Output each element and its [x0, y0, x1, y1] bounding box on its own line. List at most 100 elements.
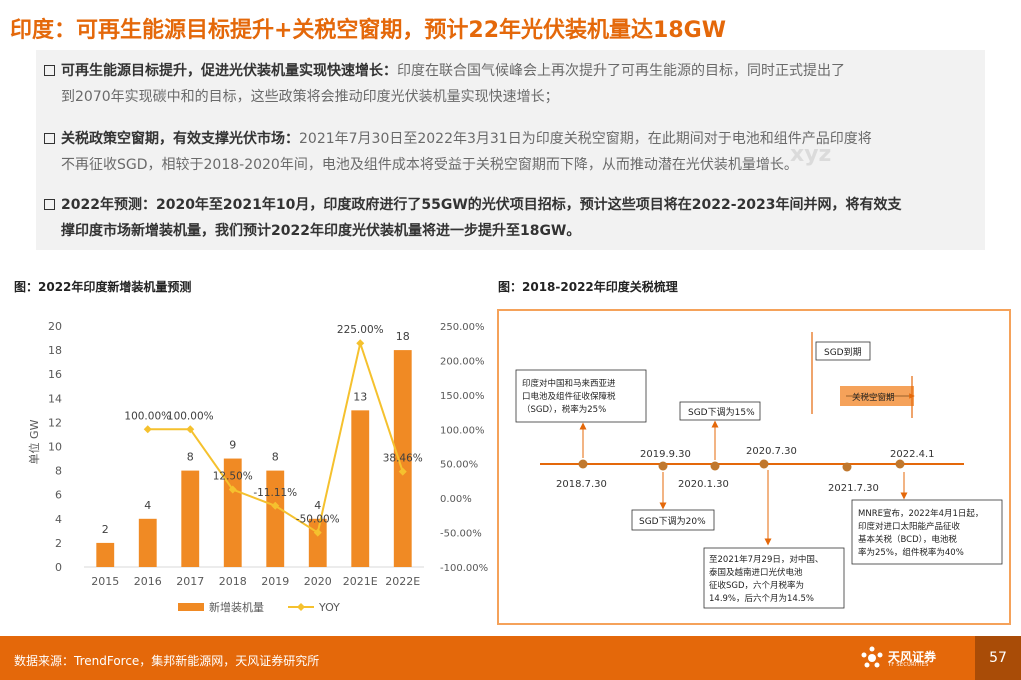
bar-label: 8 — [187, 451, 194, 464]
note-2018-line2: 口电池及组件征收保障税 — [522, 391, 616, 402]
capacity-chart: 0 2 4 6 8 10 12 14 16 18 20 -100.00% -50.00% 0.00% 50… — [27, 320, 488, 614]
page-title: 印度：可再生能源目标提升+关税空窗期，预计22年光伏装机量达18GW — [10, 18, 726, 43]
bullet-3-line2: 撑印度市场新增装机量，我们预计2022年印度光伏装机量将进一步提升至18GW。 — [61, 223, 581, 239]
left-figure-title: 图：2022年印度新增装机量预测 — [14, 280, 192, 294]
bar-label: 4 — [144, 499, 151, 512]
bar-2016 — [138, 518, 157, 567]
note-2020-01-box — [679, 401, 761, 421]
y-tick-label: 16 — [48, 368, 62, 381]
note-2019-box — [631, 509, 715, 531]
legend-bar-swatch — [178, 603, 204, 611]
logo-star-icon — [861, 646, 883, 668]
x-tick-label: 2019 — [261, 575, 289, 588]
square-bullet-icon — [44, 65, 55, 76]
page-number: 57 — [975, 636, 1021, 680]
note-2018-line3: （SGD），税率为25% — [522, 404, 606, 415]
tariff-timeline: 2018.7.30 2019.9.30 2020.1.30 2020.7.30 … — [497, 309, 1011, 625]
yoy-label: 100.00% — [124, 410, 171, 422]
note-2018-box — [515, 369, 647, 423]
date-2018: 2018.7.30 — [556, 479, 607, 490]
legend-line-label: YOY — [318, 601, 340, 614]
bullet-1-line1: 印度在联合国气候峰会上再次提升了可再生能源的目标，同时正式提出了 — [397, 63, 845, 79]
bar-2020 — [308, 518, 327, 567]
date-2021: 2021.7.30 — [828, 483, 879, 494]
note-2020-07-box — [703, 547, 845, 609]
note-2020-07-line2: 泰国及越南进口光伏电池 — [709, 567, 803, 578]
note-2020-01-text: SGD下调为15% — [688, 406, 755, 418]
bar-label: 18 — [396, 330, 410, 343]
right-figure-title: 图：2018-2022年印度关税梳理 — [498, 280, 678, 294]
timeline-frame — [497, 309, 1011, 625]
note-2022-line3: 基本关税（BCD），电池税 — [858, 534, 957, 545]
y-tick-label: 12 — [48, 416, 62, 429]
note-2020-07-line1: 至2021年7月29日，对中国、 — [709, 554, 823, 565]
yoy-label: -50.00% — [296, 514, 340, 526]
bar-2015 — [96, 542, 115, 567]
x-tick-label: 2020 — [304, 575, 332, 588]
yoy-point — [398, 467, 407, 476]
y2-tick-label: 250.00% — [440, 322, 485, 333]
summary-box — [36, 50, 985, 250]
yoy-point — [186, 425, 195, 434]
note-2019-text: SGD下调为20% — [639, 515, 706, 527]
date-2020-07: 2020.7.30 — [746, 446, 797, 457]
y-axis-label: 单位 GW — [27, 419, 41, 464]
bullet-2-head: 关税政策空窗期，有效支撑光伏市场： — [61, 131, 299, 147]
y2-tick-label: -50.00% — [440, 529, 482, 540]
bar-label: 13 — [353, 390, 367, 403]
square-bullet-icon — [44, 133, 55, 144]
footer: 数据来源：TrendForce，集邦新能源网，天风证券研究所 天风证券 TF S… — [0, 636, 1021, 680]
date-2022: 2022.4.1 — [890, 449, 935, 460]
bullet-1-head: 可再生能源目标提升，促进光伏装机量实现快速增长： — [61, 63, 397, 79]
y2-tick-label: 0.00% — [440, 494, 472, 505]
legend-line-marker — [297, 603, 305, 611]
bar-label: 2 — [102, 523, 109, 536]
yoy-point — [356, 339, 365, 348]
y-tick-label: 14 — [48, 392, 62, 405]
x-tick-label: 2015 — [91, 575, 119, 588]
bar-2017 — [181, 470, 200, 567]
yoy-label: 225.00% — [337, 324, 384, 336]
x-tick-label: 2017 — [176, 575, 204, 588]
y-axis-right: -100.00% -50.00% 0.00% 50.00% 100.00% 150.00%… — [440, 322, 488, 574]
legend-bar-label: 新增装机量 — [209, 600, 264, 614]
y-tick-label: 18 — [48, 344, 62, 357]
timeline-node-2020-01 — [710, 461, 720, 471]
note-2022-box — [851, 499, 1003, 565]
timeline-node-2018 — [578, 459, 588, 469]
yoy-point — [228, 485, 237, 494]
yoy-point — [313, 528, 322, 537]
logo-text: 天风证券 — [888, 650, 937, 664]
y2-tick-label: 50.00% — [440, 460, 478, 471]
timeline-node-2022 — [895, 459, 905, 469]
yoy-label: 38.46% — [383, 453, 423, 465]
yoy-point — [271, 501, 280, 510]
bullet-3-line1: 2022年预测：2020年至2021年10月，印度政府进行了55GW的光伏项目招… — [61, 197, 902, 213]
note-2022-line4: 率为25%，组件税率为40% — [858, 547, 964, 558]
bar-label: 9 — [229, 439, 236, 452]
y-tick-label: 20 — [48, 320, 62, 333]
yoy-label: -11.11% — [253, 487, 297, 499]
watermark: xyz — [790, 142, 832, 167]
note-2022-line1: MNRE宣布，2022年4月1日起， — [858, 508, 983, 519]
y2-tick-label: -100.00% — [440, 563, 488, 574]
date-2019: 2019.9.30 — [640, 449, 691, 460]
y-tick-label: 10 — [48, 441, 62, 454]
bar-series: 2 4 8 9 8 4 13 18 — [96, 330, 412, 567]
y-tick-label: 4 — [55, 513, 62, 526]
bar-label: 8 — [272, 451, 279, 464]
yoy-point — [143, 425, 152, 434]
bullet-2: 关税政策空窗期，有效支撑光伏市场：2021年7月30日至2022年3月31日为印… — [44, 126, 969, 178]
date-2020-01: 2020.1.30 — [678, 479, 729, 490]
y-tick-label: 8 — [55, 465, 62, 478]
yoy-label: 100.00% — [167, 410, 214, 422]
y-axis-left: 0 2 4 6 8 10 12 14 16 18 20 — [48, 320, 62, 574]
bar-2021E — [351, 410, 370, 567]
square-bullet-icon — [44, 199, 55, 210]
company-logo: 天风证券 TF SECURITIES — [860, 646, 960, 672]
x-tick-label: 2018 — [219, 575, 247, 588]
bar-2019 — [266, 470, 285, 567]
note-2018-line1: 印度对中国和马来西亚进 — [522, 378, 616, 389]
note-sgd-expiry-text: SGD到期 — [824, 346, 862, 358]
logo-sub: TF SECURITIES — [888, 662, 929, 668]
